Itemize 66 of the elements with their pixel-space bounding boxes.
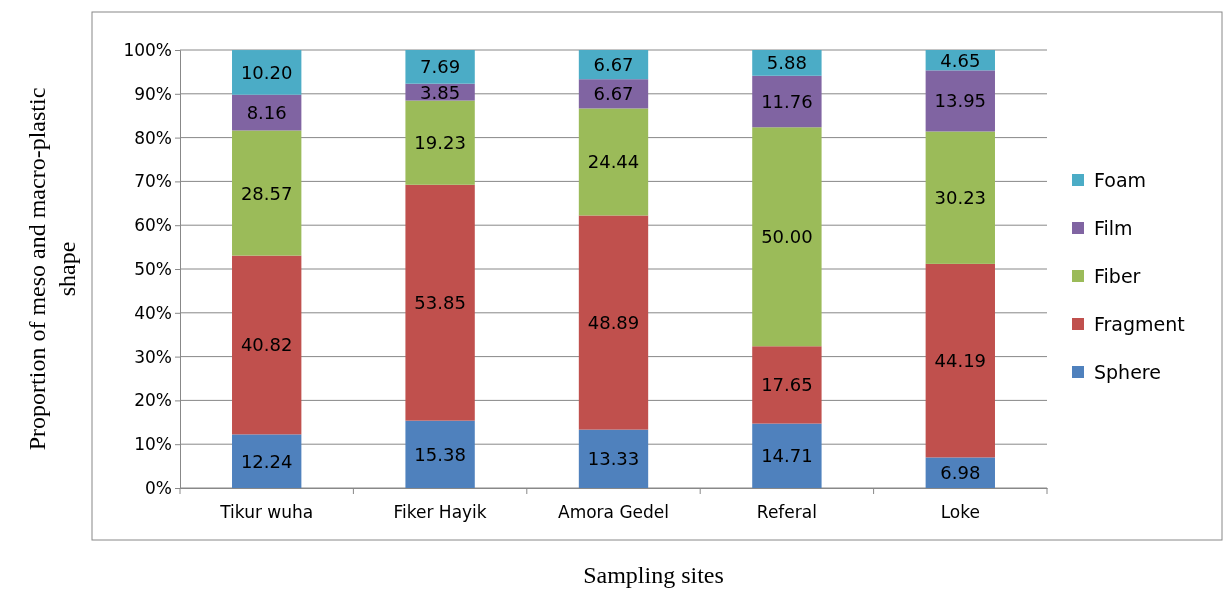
data-label: 14.71 [761, 445, 813, 467]
y-tick-label: 30% [134, 346, 172, 367]
data-label: 6.98 [940, 462, 981, 484]
legend-label: Foam [1094, 169, 1147, 191]
data-label: 44.19 [934, 350, 987, 372]
data-label: 12.24 [240, 450, 293, 472]
data-label: 40.82 [240, 334, 293, 356]
y-tick-label: 20% [134, 390, 172, 411]
data-label: 30.23 [934, 187, 987, 209]
y-tick-label: 10% [134, 434, 172, 455]
y-tick-label: 80% [134, 127, 172, 148]
data-label: 13.33 [587, 448, 640, 470]
y-tick-label: 90% [134, 83, 172, 104]
data-label: 15.38 [414, 443, 466, 465]
x-tick-label: Referal [756, 502, 817, 523]
bar [578, 108, 649, 216]
data-label: 11.76 [761, 91, 813, 113]
x-tick-label: Fiker Hayik [393, 502, 487, 523]
bar [752, 346, 822, 424]
data-label: 53.85 [414, 292, 466, 314]
y-axis-title: Proportion of meso and macro-plastic shape [24, 87, 80, 451]
bar [405, 50, 475, 84]
bar [925, 70, 995, 132]
data-label: 17.65 [761, 374, 813, 396]
bar [232, 255, 302, 435]
legend-label: Sphere [1094, 361, 1161, 383]
legend-label: Fiber [1094, 265, 1141, 287]
data-label: 7.69 [420, 56, 461, 78]
bar [925, 263, 995, 458]
bar [232, 434, 302, 488]
data-label: 6.67 [593, 54, 634, 76]
y-tick-label: 60% [134, 215, 172, 236]
data-label: 24.44 [587, 151, 640, 173]
bar [925, 131, 995, 264]
bar [752, 423, 822, 488]
legend-label: Fragment [1094, 313, 1185, 335]
data-label: 13.95 [934, 90, 987, 112]
bar [752, 75, 822, 128]
data-label: 28.57 [240, 182, 293, 204]
data-label: 48.89 [587, 312, 640, 334]
data-label: 5.88 [766, 52, 807, 74]
data-label: 19.23 [414, 132, 466, 154]
bar [578, 429, 649, 488]
y-tick-label: 50% [134, 258, 172, 279]
bar [578, 215, 649, 430]
y-tick-label: 0% [145, 477, 172, 498]
bar [405, 420, 475, 488]
bar [232, 50, 302, 95]
bar [232, 130, 302, 256]
data-label: 6.67 [593, 83, 634, 105]
data-label: 50.00 [761, 226, 813, 248]
data-label: 10.20 [240, 61, 293, 83]
data-label: 4.65 [940, 49, 981, 71]
bar [405, 100, 475, 185]
bar [752, 127, 822, 347]
data-label: 8.16 [246, 102, 287, 124]
y-tick-label: 100% [123, 39, 172, 60]
x-tick-label: Loke [940, 502, 980, 523]
data-label: 3.85 [420, 81, 461, 103]
x-axis-title: Sampling sites [583, 562, 724, 588]
legend-label: Film [1094, 217, 1133, 239]
y-tick-label: 40% [134, 302, 172, 323]
x-tick-label: Tikur wuha [219, 502, 314, 523]
bar [405, 184, 475, 421]
x-tick-label: Amora Gedel [557, 502, 670, 523]
y-tick-label: 70% [134, 171, 172, 192]
